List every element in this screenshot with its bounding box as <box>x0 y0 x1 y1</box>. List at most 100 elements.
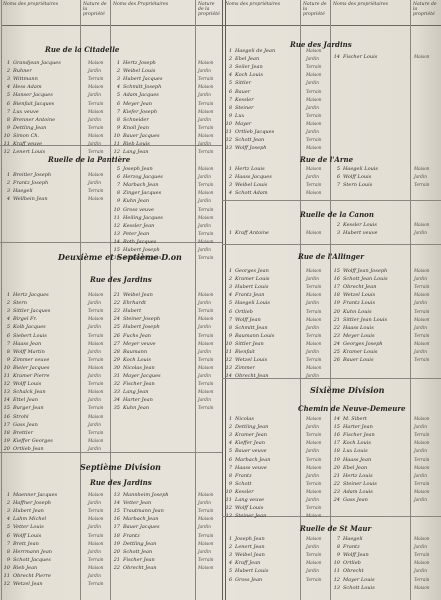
owner-name: Lang Jean <box>123 149 149 156</box>
entry-number: 9 <box>116 124 120 131</box>
entry-number: 11 <box>113 141 120 147</box>
property-type: Maison <box>414 316 430 322</box>
entry-number: 12 <box>113 149 120 156</box>
entry-number: 3 <box>228 284 232 291</box>
title-septieme-division: Septième Division <box>80 462 161 472</box>
owner-name: Haegeli Louis <box>343 166 378 172</box>
owner-name: Fischer Jean <box>123 556 155 563</box>
register-entry: 1 Breitler Joseph Maison <box>0 172 104 178</box>
property-type: Jardin <box>306 56 319 62</box>
entry-number: 4 <box>228 292 232 299</box>
register-entry: 22 Obrecht Jean Maison <box>110 564 214 571</box>
property-type: Maison <box>306 464 322 470</box>
owner-name: Kraff Antoine <box>235 230 269 236</box>
entry-number: 12 <box>333 576 340 583</box>
register-entry: 20 Ortlieb Jean Jardin <box>0 446 101 452</box>
entry-number: 6 <box>228 88 232 95</box>
owner-name: Schalck Jean <box>13 389 46 396</box>
owner-name: Bienfait Jacques <box>13 100 55 107</box>
owner-name: Adam Jacques <box>123 92 159 99</box>
entry-number: 22 <box>113 300 120 307</box>
owner-name: Siebert Louis <box>13 332 47 339</box>
register-entry: 11 Lang veuve Jardin <box>222 497 319 503</box>
entry-number: 9 <box>228 332 232 339</box>
property-type: Maison <box>88 172 104 177</box>
register-entry: 10 Bauer Jacques Maison <box>110 133 214 139</box>
entry-number: 3 <box>336 230 340 237</box>
entry-number: 13 <box>113 492 120 498</box>
entry-number: 13 <box>333 584 340 591</box>
owner-name: Kiefer Joseph <box>123 108 158 115</box>
owner-name: Wetzel Jean <box>13 581 43 588</box>
owner-name: Kessler Louis <box>343 222 377 228</box>
entry-number: 5 <box>228 80 232 87</box>
title-rue-des-jardins-2: Rue des Jardins <box>90 275 152 284</box>
register-entry: 10 Gross veuve Terrain <box>110 207 214 213</box>
property-type: Jardin <box>414 568 427 574</box>
entry-number: 1 <box>116 60 120 66</box>
register-entry: 3 Hubert veuve Jardin <box>330 230 427 237</box>
register-entry: 12 Wolff Louis Terrain <box>0 381 104 387</box>
property-type: Maison <box>414 54 430 59</box>
entry-number: 1 <box>228 416 232 422</box>
property-type: Terrain <box>198 149 214 155</box>
property-type: Maison <box>306 365 322 371</box>
entry-number: 5 <box>228 568 232 575</box>
owner-name: Kieffer Georges <box>13 437 53 444</box>
register-entry: 29 Koch Louis Terrain <box>110 357 214 363</box>
register-entry: 11 Obrecht Jardin <box>330 568 427 575</box>
owner-name: Obrecht Jean <box>123 564 157 571</box>
owner-name: Haass Jean <box>13 340 42 347</box>
property-type: Terrain <box>88 332 104 338</box>
owner-name: Hertz Louis <box>343 472 373 479</box>
entry-number: 7 <box>228 96 232 103</box>
owner-name: Roth Jacques <box>123 238 157 245</box>
entry-number: 1 <box>6 172 10 178</box>
column-rule <box>110 0 111 600</box>
entry-number: 27 <box>113 340 120 347</box>
owner-name: Kramer Pierre <box>13 373 50 379</box>
property-type: Maison <box>88 292 104 297</box>
owner-name: Weibel Jean <box>235 552 265 559</box>
entry-number: 14 <box>3 397 10 404</box>
title-chemin-neuve-demeure: Chemin de Neuve-Demeure <box>298 404 406 413</box>
property-type: Maison <box>414 536 430 541</box>
owner-name: Vetter Louis <box>13 524 44 531</box>
entry-number: 4 <box>6 84 10 91</box>
entry-number: 11 <box>333 568 340 575</box>
property-type: Maison <box>198 84 214 90</box>
entry-number: 11 <box>3 373 10 379</box>
entry-number: 2 <box>6 500 10 507</box>
register-entry: 15 Trautmann Jean Terrain <box>110 508 214 514</box>
owner-name: Wolff Jean <box>235 316 261 323</box>
column-rule <box>410 0 411 600</box>
property-type: Jardin <box>414 174 427 180</box>
owner-name: Fischer Jean <box>123 381 155 388</box>
title-rue-de-l-allinger: Rue de l'Allinger <box>298 252 364 261</box>
register-entry: 8 Herrmann Jean Jardin <box>0 549 101 555</box>
owner-name: Bauer Louis <box>343 357 374 364</box>
property-type: Terrain <box>88 532 104 538</box>
entry-number: 9 <box>228 112 232 119</box>
property-type: Maison <box>88 413 104 419</box>
title-sixieme-division: Sixième Division <box>310 385 385 395</box>
section-rule <box>222 244 441 245</box>
entry-number: 4 <box>228 440 232 447</box>
owner-name: Meyer veuve <box>123 340 156 347</box>
owner-name: Steiner Jean <box>235 513 267 520</box>
owner-name: Steiner <box>235 104 254 111</box>
property-type: Terrain <box>198 332 214 338</box>
owner-name: Hubert Jacques <box>123 76 163 83</box>
entry-number: 8 <box>228 472 232 479</box>
register-entry: 23 Hubert Terrain <box>110 308 214 314</box>
register-entry: 24 Georges Joseph Maison <box>330 341 430 347</box>
owner-name: Bauer Jacques <box>123 524 160 531</box>
register-entry: 25 Hubert Joseph Jardin <box>110 324 211 330</box>
property-type: Jardin <box>306 129 319 134</box>
property-type: Maison <box>198 60 214 65</box>
owner-name: Lang Jean <box>123 389 149 396</box>
register-entry: 20 Ebel Jean Maison <box>330 465 430 471</box>
entry-number: 21 <box>113 556 120 563</box>
owner-name: Obrecht <box>343 568 364 575</box>
